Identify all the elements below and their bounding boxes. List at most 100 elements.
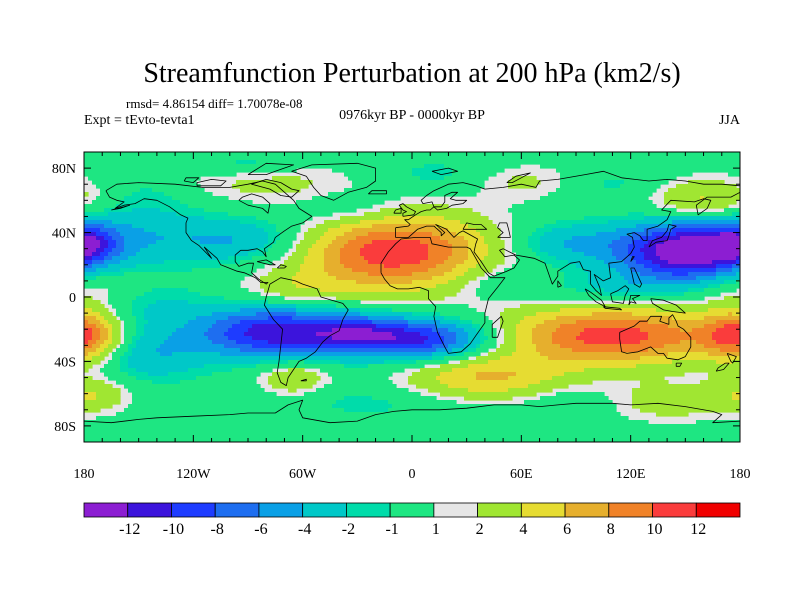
field-cell <box>136 264 221 269</box>
field-cell <box>148 320 189 325</box>
coast-ellesmere <box>247 162 294 175</box>
field-cell <box>240 348 437 353</box>
field-cell <box>488 252 505 257</box>
coast-south-america <box>264 277 349 386</box>
field-cell <box>332 404 393 409</box>
field-cell <box>656 244 740 249</box>
field-cell <box>100 244 109 249</box>
field-cell <box>328 244 345 249</box>
field-cell <box>336 304 469 309</box>
field-cell <box>632 404 740 409</box>
field-cell <box>236 160 257 165</box>
field-cell <box>484 256 505 261</box>
y-tick-label: 80S <box>54 420 76 435</box>
field-cell <box>460 316 489 321</box>
field-cell <box>540 248 573 253</box>
field-cell <box>428 336 445 341</box>
field-cell <box>84 352 89 357</box>
field-cell <box>388 408 617 413</box>
field-cell <box>112 352 125 357</box>
field-cell <box>296 272 329 277</box>
field-cell <box>456 264 477 269</box>
field-cell <box>540 236 573 241</box>
field-cell <box>612 248 629 253</box>
field-cell <box>512 224 545 229</box>
field-cell <box>708 284 721 289</box>
colorbar-bin <box>345 502 391 518</box>
colorbar-bin <box>520 502 566 518</box>
field-cell <box>520 304 740 309</box>
field-cell <box>104 256 113 261</box>
field-cell <box>668 188 740 193</box>
field-cell <box>164 192 213 197</box>
field-cell <box>516 324 537 329</box>
field-cell <box>480 336 489 341</box>
field-cell <box>268 248 289 253</box>
field-cell <box>168 336 209 341</box>
field-cell <box>736 260 740 265</box>
field-cell <box>504 332 517 337</box>
field-cell <box>108 376 137 381</box>
field-cell <box>240 308 297 313</box>
field-cell <box>280 264 301 269</box>
field-cell <box>168 372 213 377</box>
field-cell <box>476 372 517 377</box>
coast-svalbard <box>431 167 458 175</box>
field-cell <box>124 240 157 245</box>
field-cell <box>708 376 740 381</box>
field-cell <box>104 208 133 213</box>
field-cell <box>100 352 109 357</box>
field-cell <box>132 308 145 313</box>
field-cell <box>468 268 493 273</box>
field-cell <box>84 344 93 349</box>
field-cell <box>540 256 557 261</box>
field-cell <box>296 308 361 313</box>
field-cell <box>712 260 737 265</box>
coast-novaya-zemlya <box>506 172 531 183</box>
field-cell <box>124 328 137 333</box>
field-cell <box>144 328 177 333</box>
field-cell <box>648 332 713 337</box>
field-cell <box>540 196 649 201</box>
field-cell <box>616 268 633 273</box>
field-cell <box>272 372 317 377</box>
field-cell <box>592 284 709 289</box>
field-cell <box>556 188 657 193</box>
field-cell <box>480 332 485 337</box>
field-cell <box>156 240 201 245</box>
field-cell <box>116 412 621 417</box>
field-cell <box>84 272 101 277</box>
field-cell <box>84 392 97 397</box>
field-cell <box>632 392 733 397</box>
field-cell <box>368 272 413 277</box>
field-cell <box>452 368 585 373</box>
field-cell <box>664 344 705 349</box>
field-cell <box>496 348 517 353</box>
field-cell <box>644 228 673 233</box>
field-cell <box>340 216 385 221</box>
field-cell <box>604 184 621 189</box>
field-cell <box>144 312 213 317</box>
x-tick-label: 120E <box>616 467 646 482</box>
field-cell <box>340 224 373 229</box>
field-cell <box>108 264 137 269</box>
field-cell <box>228 336 253 341</box>
colorbar-label: 8 <box>607 521 615 538</box>
field-cell <box>344 172 413 177</box>
field-cell <box>516 328 533 333</box>
field-cell <box>524 400 613 405</box>
field-cell <box>84 192 89 197</box>
field-cell <box>96 348 105 353</box>
field-cell <box>468 244 489 249</box>
field-cell <box>172 196 229 201</box>
field-cell <box>112 336 121 341</box>
field-cell <box>312 196 401 201</box>
field-cell <box>512 212 629 217</box>
field-cell <box>576 320 649 325</box>
field-cell <box>608 244 629 249</box>
field-cell <box>84 432 740 437</box>
field-cell <box>268 376 321 381</box>
field-cell <box>732 360 740 365</box>
field-cell <box>352 228 449 233</box>
field-cell <box>332 380 393 385</box>
